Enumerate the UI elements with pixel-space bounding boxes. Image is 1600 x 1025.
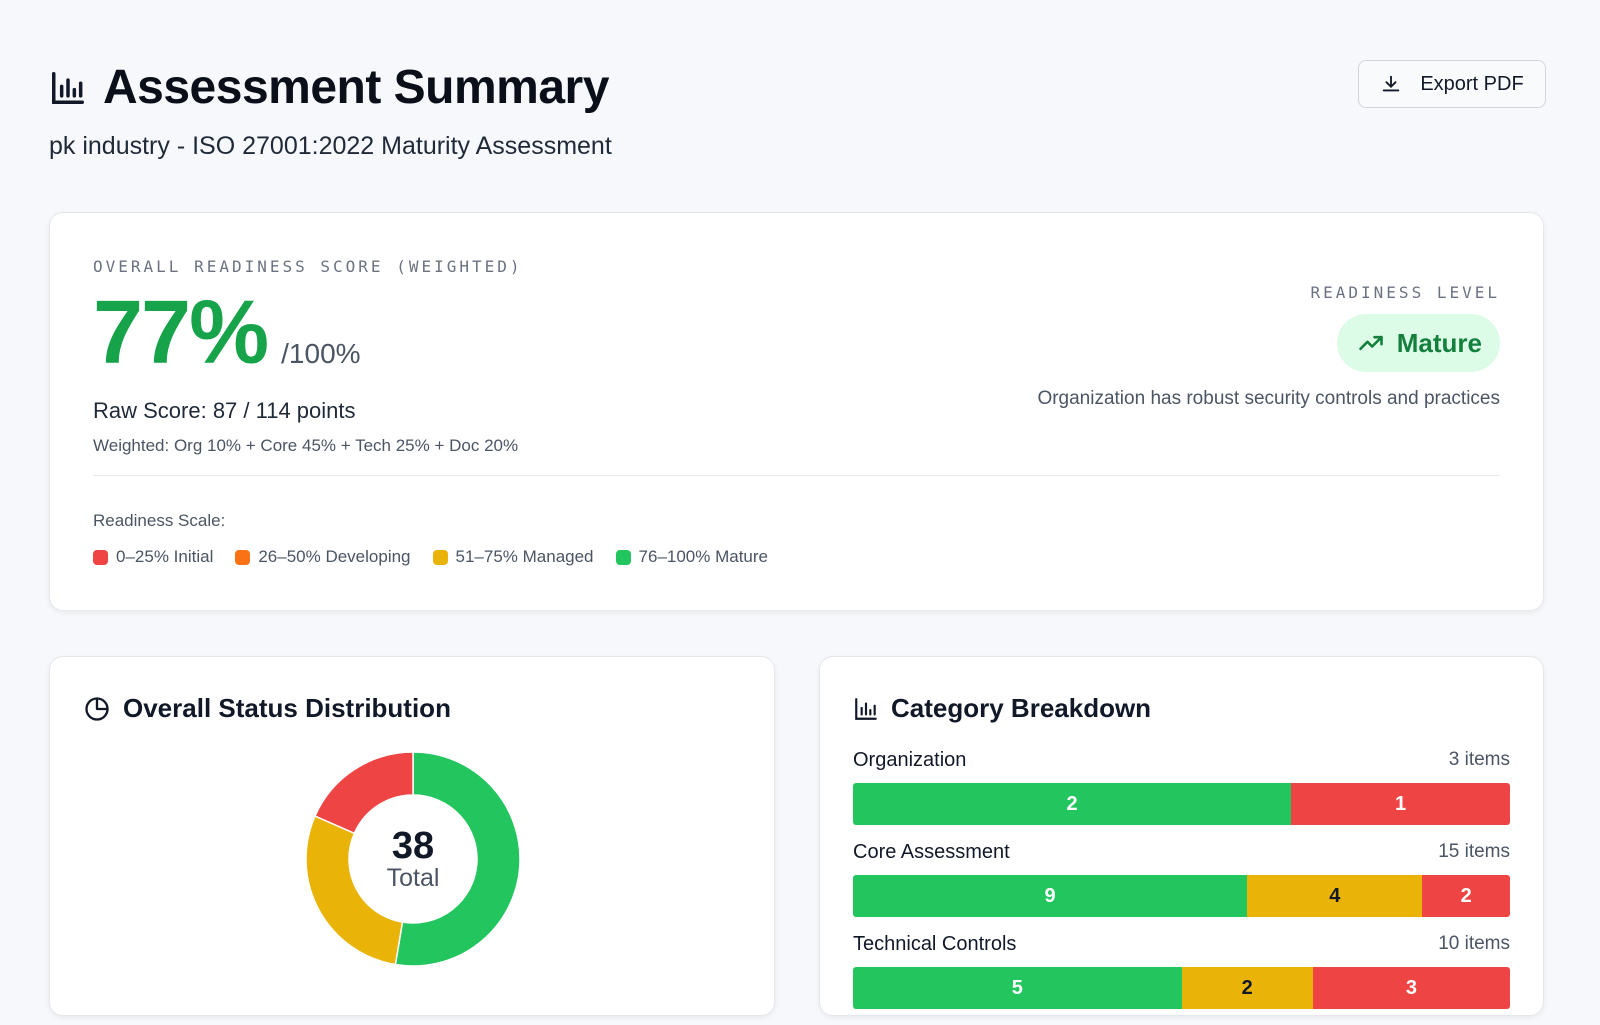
category-name: Technical Controls [853,933,1017,955]
bar-segment-red: 1 [1291,783,1510,825]
scale-label: 76–100% Mature [638,547,769,566]
donut-total-label: Total [386,864,440,892]
category-row-header: Core Assessment 15 items [853,841,1510,869]
bar-segment-green: 9 [853,875,1248,917]
page-title: Assessment Summary [103,61,609,114]
title-row: Assessment Summary [49,60,1546,116]
readiness-description: Organization has robust security control… [1037,388,1500,409]
donut-segment-amber [305,815,404,966]
category-count: 3 items [1448,749,1510,770]
trending-up-icon [1358,335,1383,351]
scale-label: 51–75% Managed [455,547,594,566]
readiness-badge: Mature [1336,314,1500,372]
export-pdf-button[interactable]: Export PDF [1358,60,1546,108]
bar-segment-amber: 4 [1247,875,1423,917]
scale-dot-developing [235,549,251,565]
readiness-scale: 0–25% Initial 26–50% Developing 51–75% M… [93,547,768,567]
readiness-score-card: OVERALL READINESS SCORE (WEIGHTED) 77% /… [49,212,1544,611]
category-name: Organization [853,749,967,771]
bar-segment-green: 5 [853,967,1182,1009]
download-icon [1383,75,1400,92]
category-name: Core Assessment [853,841,1010,863]
scale-item-managed: 51–75% Managed [432,547,594,567]
page-subtitle: pk industry - ISO 27001:2022 Maturity As… [49,132,612,160]
score-out-of: /100% [281,338,361,369]
card-title: Overall Status Distribution [123,693,451,723]
donut-total-value: 38 [391,825,435,867]
readiness-level-value: Mature [1396,327,1482,358]
category-list: Organization 3 items 2 1 Core Assessment 15 i… [853,749,1510,1025]
score-block: OVERALL READINESS SCORE (WEIGHTED) 77% /… [93,257,523,456]
card-title: Category Breakdown [891,693,1152,723]
status-distribution-card: Overall Status Distribution 38 Total [49,656,775,1016]
donut-segment-red [314,751,414,835]
bar-chart-icon [855,697,877,720]
scale-dot-mature [615,549,631,565]
score-value: 77% [93,283,269,383]
category-row: Core Assessment 15 items 9 4 2 [853,841,1510,933]
export-pdf-label: Export PDF [1420,72,1524,95]
readiness-level-block: READINESS LEVEL Mature Organization has … [1037,283,1500,410]
category-count: 15 items [1438,841,1510,862]
bar-segment-amber: 2 [1181,967,1313,1009]
scale-dot-managed [432,549,448,565]
card-header: Overall Status Distribution [83,693,451,724]
weights-text: Weighted: Org 10% + Core 45% + Tech 25% … [93,436,519,455]
donut-segment-green [394,751,521,967]
raw-score: Raw Score: 87 / 114 points [93,398,356,423]
card-header: Category Breakdown [853,693,1151,724]
category-row: Organization 3 items 2 1 [853,749,1510,841]
readiness-level-label: READINESS LEVEL [1310,283,1500,302]
scale-title: Readiness Scale: [93,511,226,530]
donut-chart: 38 Total [303,749,523,969]
scale-dot-initial [93,549,108,565]
scale-item-initial: 0–25% Initial [93,547,213,567]
category-row-header: Technical Controls 10 items [853,933,1510,961]
bar-segment-red: 2 [1422,875,1510,917]
scale-label: 26–50% Developing [258,547,411,566]
bar-chart-icon [52,72,84,104]
category-breakdown-card: Category Breakdown Organization 3 items 2 1… [819,656,1544,1016]
score-row: 77% /100% [93,288,523,378]
category-row-header: Organization 3 items [853,749,1510,777]
donut-svg [305,751,521,967]
donut-center: 38 Total [303,749,523,969]
category-count: 10 items [1438,933,1510,954]
score-label: OVERALL READINESS SCORE (WEIGHTED) [93,257,523,276]
scale-item-mature: 76–100% Mature [615,547,769,567]
pie-chart-icon [85,696,109,721]
scale-item-developing: 26–50% Developing [235,547,411,567]
page-header: Assessment Summary pk industry - ISO 270… [49,60,1546,170]
bar-segment-red: 3 [1312,967,1510,1009]
bar-segment-green: 2 [853,783,1291,825]
divider [93,475,1500,476]
scale-label: 0–25% Initial [116,547,214,566]
category-row: Technical Controls 10 items 5 2 3 [853,933,1510,1025]
